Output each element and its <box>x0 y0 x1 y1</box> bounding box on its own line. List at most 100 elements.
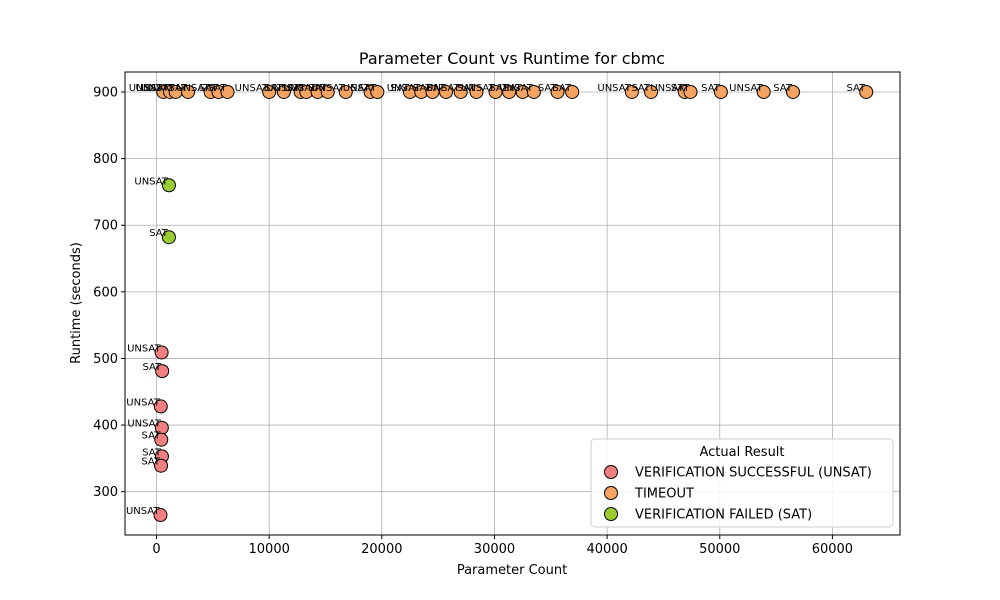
legend: Actual Result VERIFICATION SUCCESSFUL (U… <box>590 438 894 528</box>
data-point <box>320 84 335 99</box>
data-point <box>220 84 235 99</box>
data-point <box>683 84 698 99</box>
data-point <box>276 84 291 99</box>
data-point <box>550 84 565 99</box>
data-point <box>155 364 170 379</box>
data-point <box>154 458 169 473</box>
point-label: UNSAT <box>650 83 684 94</box>
x-tick-label: 20000 <box>361 542 402 557</box>
y-tick-label: 600 <box>93 285 118 300</box>
point-label: SAT <box>538 83 558 94</box>
data-point <box>502 84 517 99</box>
point-label: UNSAT <box>283 83 317 94</box>
point-label: UNSAT <box>129 83 163 94</box>
point-label: UNSAT <box>127 343 161 354</box>
point-label: SAT <box>846 83 866 94</box>
y-tick-label: 700 <box>93 219 118 234</box>
data-point <box>161 230 176 245</box>
data-point <box>154 432 169 447</box>
point-label: SAT <box>168 83 188 94</box>
data-point <box>338 84 353 99</box>
y-tick-label: 400 <box>93 419 118 434</box>
data-point <box>713 84 728 99</box>
data-point <box>488 84 503 99</box>
point-label: SAT <box>141 457 161 468</box>
data-point <box>439 84 454 99</box>
legend-entry: TIMEOUT <box>634 487 694 502</box>
point-label: SAT <box>671 83 691 94</box>
legend-marker <box>604 507 618 521</box>
data-point <box>644 84 659 99</box>
point-label: SAT <box>149 228 169 239</box>
point-label: SAT <box>701 83 721 94</box>
point-label: SAT <box>503 83 523 94</box>
point-label: SAT <box>142 447 162 458</box>
point-label: SAT <box>390 83 410 94</box>
data-point <box>425 84 440 99</box>
point-label: UNSAT <box>597 83 631 94</box>
data-point <box>370 84 385 99</box>
x-axis-label: Parameter Count <box>457 563 567 578</box>
data-point <box>756 84 771 99</box>
data-point <box>161 178 176 193</box>
plot-frame <box>124 71 901 536</box>
data-point <box>624 84 639 99</box>
x-tick-label: 30000 <box>474 542 515 557</box>
point-label: UNSAT <box>176 83 210 94</box>
point-label: UNSAT <box>235 83 269 94</box>
data-point <box>154 345 169 360</box>
legend-box <box>590 438 894 528</box>
legend-marker <box>604 486 618 500</box>
legend-entry: VERIFICATION FAILED (SAT) <box>635 508 812 523</box>
data-point <box>181 84 196 99</box>
y-axis-ticks: 300 400 500 600 700 800 900 <box>93 85 125 500</box>
data-point <box>785 84 800 99</box>
point-label: SAT <box>552 83 572 94</box>
x-tick-label: 40000 <box>586 542 627 557</box>
data-point <box>526 84 541 99</box>
x-tick-label: 60000 <box>812 542 853 557</box>
point-label: SAT <box>208 83 228 94</box>
y-axis-label: Runtime (seconds) <box>69 242 84 364</box>
point-label: SAT <box>287 83 307 94</box>
legend-title: Actual Result <box>699 445 784 460</box>
point-label: SAT <box>351 83 371 94</box>
x-axis-ticks: 0 10000 20000 30000 40000 50000 60000 <box>152 535 853 557</box>
y-tick-label: 300 <box>93 485 118 500</box>
y-tick-label: 500 <box>93 352 118 367</box>
point-label: UNSAT <box>126 397 160 408</box>
point-label: SAT <box>264 83 284 94</box>
point-label: UNSAT <box>141 83 175 94</box>
point-label: SAT <box>773 83 793 94</box>
legend-marker <box>604 465 618 479</box>
x-tick-label: 10000 <box>249 542 290 557</box>
point-label: UNSAT <box>134 176 168 187</box>
data-point <box>153 508 168 523</box>
data-point <box>565 84 580 99</box>
point-label: SAT <box>489 83 509 94</box>
point-label: UNSAT <box>426 83 460 94</box>
x-tick-label: 50000 <box>699 542 740 557</box>
point-label: SAT <box>142 362 162 373</box>
data-point <box>153 399 168 414</box>
legend-entry: VERIFICATION SUCCESSFUL (UNSAT) <box>635 466 872 481</box>
point-label: UNSAT <box>729 83 763 94</box>
y-tick-label: 800 <box>93 152 118 167</box>
chart-title: Parameter Count vs Runtime for cbmc <box>359 49 665 68</box>
x-tick-label: 0 <box>152 542 160 557</box>
point-label: SAT <box>457 83 477 94</box>
data-point <box>453 84 468 99</box>
point-label: SAT <box>631 83 651 94</box>
point-label: UNSAT <box>387 83 421 94</box>
point-label: UNSAT <box>311 83 345 94</box>
y-tick-label: 900 <box>93 85 118 100</box>
point-label: UNSAT <box>127 419 161 430</box>
point-label: SAT <box>142 431 162 442</box>
data-point <box>859 84 874 99</box>
data-point <box>469 84 484 99</box>
point-label: SAT <box>199 83 219 94</box>
point-labels: UNSATSATUNSATUNSATSATSATSATUNSATUNSATUNS… <box>126 83 866 517</box>
point-label: UNSAT <box>126 506 160 517</box>
point-label: UNSAT <box>461 83 495 94</box>
